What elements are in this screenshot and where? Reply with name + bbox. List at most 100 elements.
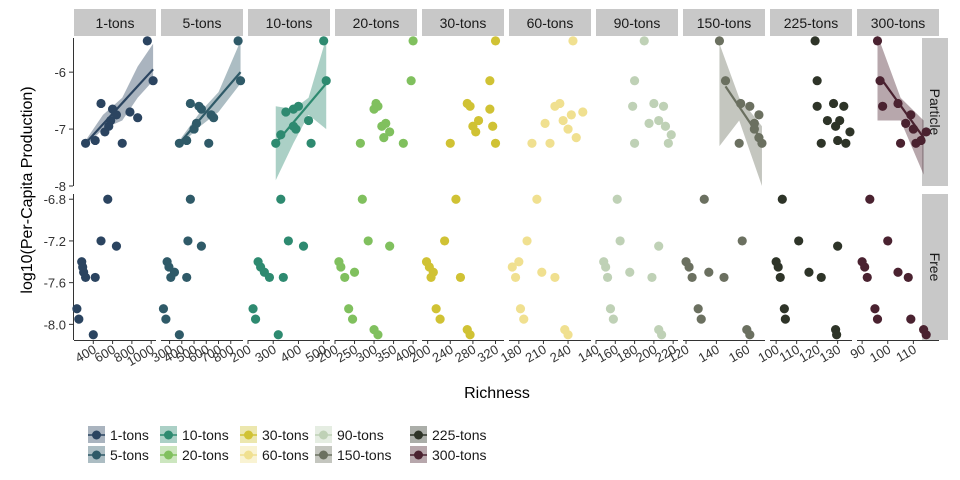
y-tick-label: -8	[54, 179, 66, 194]
data-point	[174, 330, 184, 340]
x-tick-label: 140	[696, 342, 722, 366]
legend-key-point	[92, 430, 101, 440]
data-point	[602, 272, 613, 283]
x-tick-label: 240	[547, 342, 573, 366]
y-tick-label: -6	[54, 65, 66, 80]
data-point	[906, 314, 916, 324]
data-point	[347, 314, 358, 324]
data-point	[872, 36, 883, 46]
data-point	[780, 314, 790, 324]
data-point	[515, 304, 526, 314]
data-point	[398, 138, 408, 148]
facet-strip	[248, 9, 330, 36]
data-point	[485, 104, 495, 114]
data-point	[451, 194, 461, 204]
x-tick-label: 300	[252, 342, 278, 366]
confidence-band	[179, 40, 241, 147]
x-tick-label: 200	[227, 342, 253, 366]
facet-strip	[857, 9, 939, 36]
x-tick-label: 160	[726, 342, 752, 366]
x-tick-label: 130	[817, 342, 843, 366]
data-point	[532, 194, 542, 204]
legend-key-point	[319, 450, 328, 460]
data-point	[250, 314, 261, 324]
data-point	[862, 272, 872, 283]
data-point	[381, 118, 391, 128]
data-point	[629, 76, 640, 86]
data-point	[745, 101, 755, 111]
data-point	[204, 138, 214, 148]
data-point	[96, 98, 106, 109]
data-point	[828, 98, 839, 109]
data-point	[921, 330, 931, 340]
facet-strip	[335, 9, 417, 36]
data-point	[872, 314, 883, 324]
data-point	[699, 194, 709, 204]
data-point	[822, 115, 833, 126]
legend: 1-tons 10-tons 30-tons 90-tons 225-tons 5-ton…	[88, 426, 486, 463]
data-point	[88, 330, 98, 340]
data-point	[445, 138, 455, 148]
data-point	[878, 101, 888, 111]
data-point	[845, 127, 855, 137]
data-point	[185, 194, 195, 204]
data-point	[841, 138, 851, 148]
data-point	[625, 267, 635, 277]
legend-key-point	[92, 450, 101, 460]
data-point	[271, 138, 281, 148]
data-point	[522, 236, 532, 246]
data-point	[883, 236, 893, 246]
y-tick-label: -6.8	[44, 192, 66, 207]
data-point	[654, 115, 664, 126]
data-point	[291, 124, 301, 134]
data-point	[666, 130, 676, 140]
data-point	[639, 36, 649, 46]
data-point	[182, 135, 192, 146]
legend-key-point	[244, 430, 253, 440]
data-point	[488, 121, 498, 131]
row-strip-particle	[922, 38, 948, 186]
data-point	[196, 104, 206, 114]
data-point	[654, 241, 664, 251]
data-point	[601, 262, 611, 272]
data-point	[90, 135, 100, 146]
data-point	[264, 272, 275, 283]
data-point	[566, 110, 576, 120]
data-point	[612, 194, 622, 204]
data-point	[687, 272, 697, 283]
data-point	[379, 133, 389, 143]
data-point	[754, 110, 764, 120]
data-point	[293, 101, 304, 111]
data-point	[490, 36, 501, 46]
row-strip-label: Free	[927, 253, 943, 282]
data-point	[810, 36, 820, 46]
data-point	[870, 304, 880, 314]
data-point	[757, 138, 767, 148]
data-point	[647, 272, 657, 283]
data-point	[319, 36, 329, 46]
data-point	[363, 236, 373, 246]
x-tick-label: 100	[867, 342, 893, 366]
x-tick-label: 400	[278, 342, 304, 366]
data-point	[209, 113, 219, 123]
data-point	[779, 304, 789, 314]
data-point	[629, 138, 640, 148]
data-point	[812, 76, 822, 86]
facet-strip-label: 150-tons	[697, 15, 751, 31]
data-point	[465, 101, 475, 111]
data-point	[719, 272, 729, 283]
data-point	[704, 267, 714, 277]
data-point	[278, 272, 288, 283]
data-point	[321, 76, 331, 86]
confidence-band	[85, 43, 154, 147]
data-point	[357, 194, 367, 204]
data-point	[80, 138, 91, 148]
data-point	[96, 236, 106, 246]
y-tick-label: -8.0	[44, 317, 66, 332]
data-point	[720, 76, 731, 86]
data-point	[736, 98, 746, 109]
data-point	[281, 107, 291, 117]
legend-label: 20-tons	[182, 447, 229, 463]
data-point	[431, 304, 441, 314]
data-point	[777, 194, 787, 204]
